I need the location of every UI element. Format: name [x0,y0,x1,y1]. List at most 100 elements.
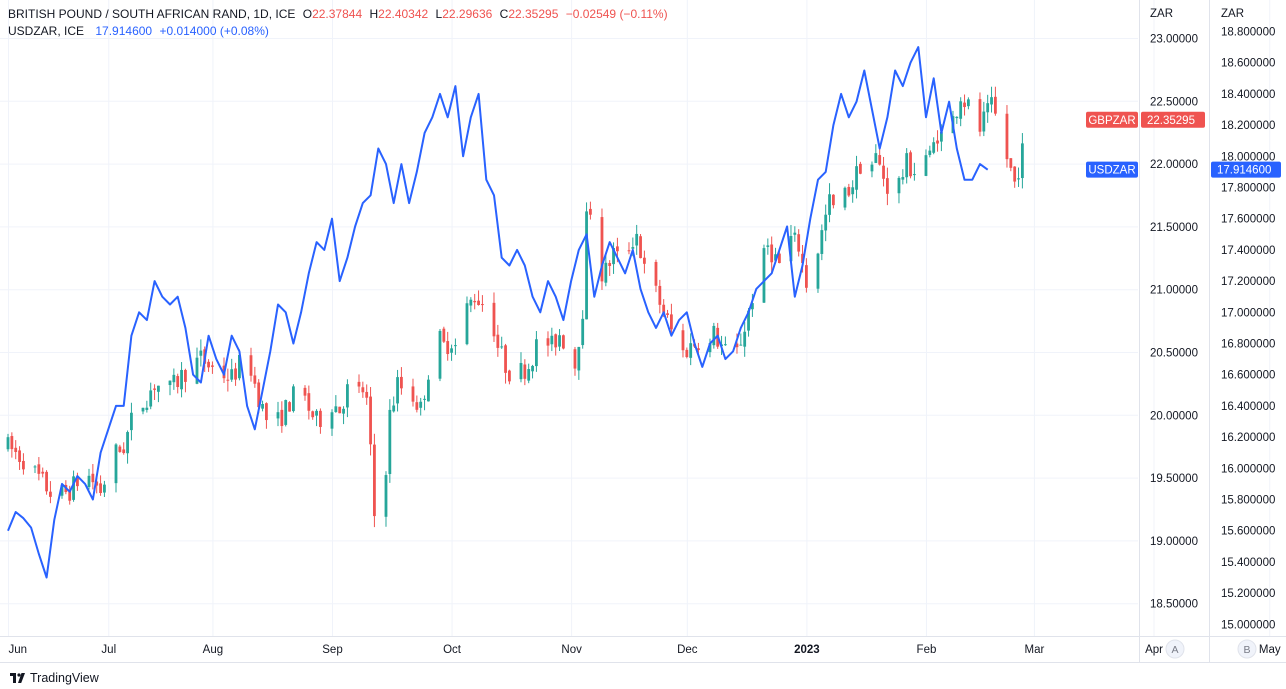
candle-body [168,380,172,386]
candle-body [396,377,399,404]
axis-b-tick: 17.400000 [1221,245,1275,257]
candle-body [419,401,423,408]
candle-body [666,313,669,315]
compare-symbol[interactable]: USDZAR, ICE [8,24,85,38]
candle-body [496,334,500,348]
candle-body [558,335,561,347]
price-tags: GBPZAR 22.35295 USDZAR 17.914600 [1086,111,1281,178]
candle-body [550,335,554,345]
candle-body [855,166,858,190]
candle-body [824,214,828,231]
tag-symbol: GBPZAR [1088,115,1135,127]
candle-body [114,444,118,484]
close-label: C [499,7,509,21]
candle-body [238,354,241,379]
candle-body [369,396,372,445]
candle-body [697,348,700,351]
candle-body [384,475,388,517]
candle-body [789,236,793,262]
candle-body [993,96,997,114]
axis-b-label: ZAR [1221,8,1244,20]
candle-body [986,103,990,113]
candle-body [307,393,311,411]
candle-body [22,460,25,470]
axis-a-tick: 20.50000 [1150,348,1198,360]
time-axis[interactable]: Jun Jul Aug Sep Oct Nov Dec 2023 Feb Mar Apr May [9,644,1281,656]
candle-body [535,339,538,367]
tradingview-branding[interactable]: TradingView [10,671,99,685]
x-tick-label: Mar [1025,644,1045,656]
low-label: L [435,7,443,21]
axis-a-button[interactable]: A [1165,639,1185,659]
candle-body [45,471,48,492]
candle-body [639,236,642,259]
candle-body [712,325,716,346]
price-axes[interactable]: ZAR ZAR 23.00000 22.50000 22.00000 21.50000 21… [0,0,1286,663]
candle-body [735,343,739,348]
usdzar-line [7,46,989,579]
candle-body [76,476,79,487]
candle-body [770,244,774,263]
candle-body [793,232,797,235]
axis-b-tick: 18.000000 [1221,151,1275,163]
candle-body [60,485,64,496]
tag-value: 17.914600 [1217,165,1271,177]
candle-body [870,164,874,172]
axis-a-label: ZAR [1150,8,1173,20]
candle-body [265,403,268,421]
axis-a-tick: 23.00000 [1150,34,1198,46]
candle-body [955,116,959,119]
x-tick-label: Oct [443,644,462,656]
axis-a-button-bg [1165,639,1185,659]
axis-a-tick: 19.50000 [1150,473,1198,485]
candle-body [858,163,862,174]
x-tick-label: 2023 [794,644,820,656]
candle-body [33,466,37,468]
axis-b-tick: 15.000000 [1221,619,1275,631]
candle-body [10,436,14,450]
candle-body [427,379,430,402]
axis-b-button-label: B [1243,644,1250,656]
candle-body [874,153,878,163]
main-symbol[interactable]: BRITISH POUND / SOUTH AFRICAN RAND, 1D, … [8,7,296,21]
candle-body [14,447,18,453]
candle-body [103,484,106,493]
grid-lines [0,0,1271,636]
candle-body [820,230,824,254]
candle-body [658,285,662,305]
low-value: 22.29636 [442,7,493,21]
candle-body [531,365,534,372]
candle-body [554,334,558,348]
candle-body [49,491,52,497]
candle-body [831,194,835,206]
axis-b-button[interactable]: B [1237,639,1257,659]
x-tick-label: Feb [917,644,937,656]
candle-body [816,253,820,289]
candle-body [527,369,531,381]
candle-body [508,370,511,382]
candle-body [319,410,322,427]
candle-body [342,408,345,414]
candle-body [519,362,523,380]
axis-b-tick: 15.400000 [1221,557,1275,569]
candle-body [361,387,365,393]
axis-b-tick: 17.800000 [1221,183,1275,195]
candle-body [145,407,149,410]
candle-body [126,432,129,454]
candle-body [600,217,604,282]
candle-body [388,409,392,475]
candle-body [95,481,99,486]
candle-body [303,387,307,396]
candle-body [631,247,635,249]
candle-body [226,379,230,381]
candle-body [6,437,10,450]
axis-a-tick: 22.50000 [1150,96,1198,108]
candle-body [357,381,361,387]
axis-b-tick: 15.800000 [1221,495,1275,507]
candle-body [392,405,396,412]
candle-body [504,345,507,373]
axis-a-tick: 21.50000 [1150,222,1198,234]
candle-body [500,346,504,348]
x-tick-label: Dec [677,644,698,656]
